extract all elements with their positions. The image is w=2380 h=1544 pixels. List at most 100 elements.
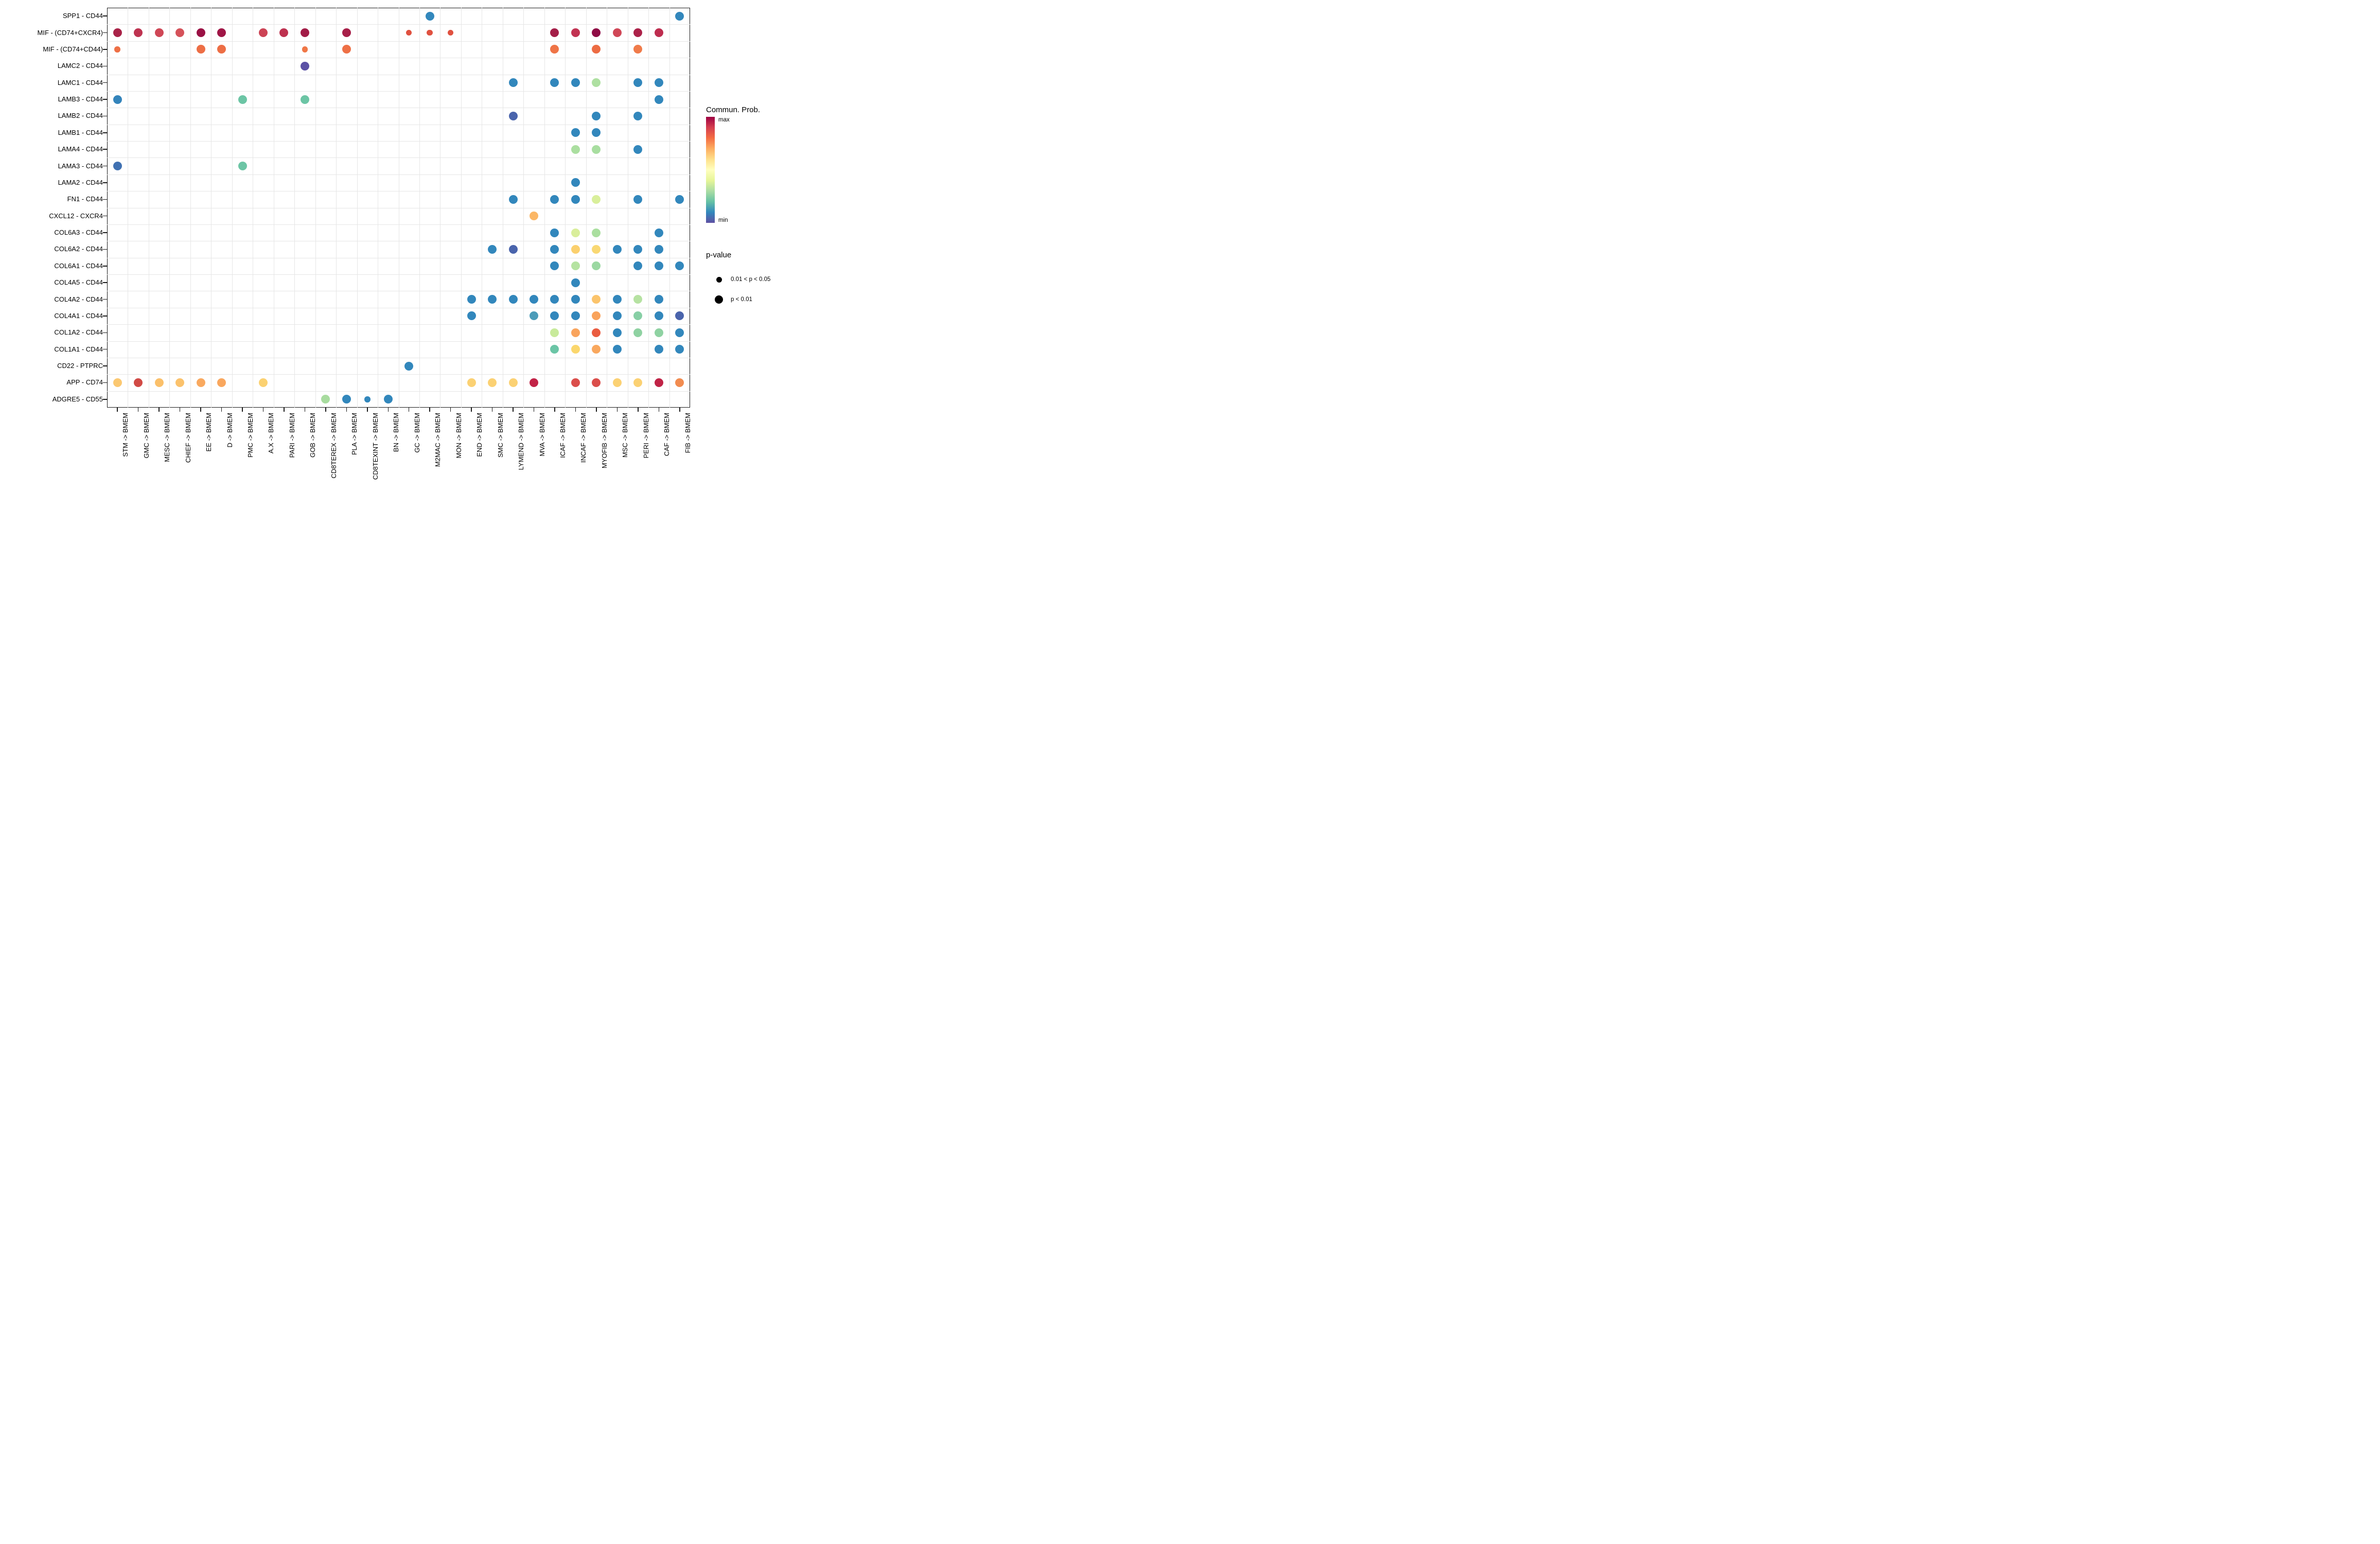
- data-dot: [571, 228, 580, 237]
- data-dot: [113, 95, 122, 104]
- y-axis-label: MIF - (CD74+CXCR4): [37, 28, 103, 37]
- data-dot: [675, 378, 684, 387]
- x-axis-label: PMC -> BMEM: [246, 413, 255, 458]
- y-axis-tick: [103, 332, 107, 334]
- data-dot: [654, 345, 663, 354]
- x-axis-label: END -> BMEM: [475, 413, 484, 457]
- data-dot: [550, 311, 559, 321]
- data-dot: [406, 29, 412, 36]
- x-axis-label: M2MAC -> BMEM: [434, 413, 442, 467]
- data-dot: [592, 111, 601, 120]
- x-axis-tick: [429, 408, 430, 412]
- data-dot: [550, 228, 559, 237]
- data-dot: [425, 11, 434, 21]
- data-dot: [612, 28, 622, 38]
- data-dot: [592, 228, 601, 237]
- y-axis-tick: [103, 132, 107, 133]
- data-dot: [404, 361, 414, 371]
- x-axis-tick: [658, 408, 660, 412]
- data-dot: [675, 311, 684, 321]
- data-dot: [633, 295, 643, 304]
- data-dot: [217, 45, 226, 54]
- data-dot: [612, 328, 622, 337]
- data-dot: [571, 278, 580, 287]
- y-axis-tick: [103, 348, 107, 350]
- x-axis-label: PERI -> BMEM: [642, 413, 650, 459]
- x-axis-tick: [554, 408, 555, 412]
- data-dot: [592, 244, 601, 254]
- x-axis-label: INCAF -> BMEM: [579, 413, 588, 463]
- x-axis-label: PARI -> BMEM: [288, 413, 296, 458]
- y-axis-label: COL6A1 - CD44: [54, 261, 103, 270]
- data-dot: [488, 244, 497, 254]
- pvalue-small-label: 0.01 < p < 0.05: [731, 276, 771, 283]
- y-axis-label: FN1 - CD44: [67, 195, 103, 203]
- data-dot: [654, 328, 663, 337]
- y-axis-tick: [103, 399, 107, 400]
- data-dot: [488, 295, 497, 304]
- x-axis-tick: [491, 408, 493, 412]
- data-dot: [488, 378, 497, 387]
- colorbar-gradient: [706, 117, 715, 223]
- pvalue-large-dot-icon: [715, 295, 723, 304]
- pvalue-small-dot-icon: [716, 277, 722, 283]
- y-axis-label: ADGRE5 - CD55: [52, 395, 103, 403]
- data-dot: [550, 28, 559, 38]
- x-axis-label: MON -> BMEM: [454, 413, 463, 459]
- data-dot: [383, 395, 393, 404]
- data-dot: [134, 378, 143, 387]
- x-axis-tick: [284, 408, 285, 412]
- horizontal-gridline: [107, 91, 690, 92]
- horizontal-gridline: [107, 324, 690, 325]
- y-axis-tick: [103, 165, 107, 167]
- x-axis-label: GMC -> BMEM: [142, 413, 150, 459]
- y-axis-tick: [103, 199, 107, 200]
- data-dot: [592, 78, 601, 87]
- data-dot: [113, 162, 122, 171]
- x-axis-tick: [471, 408, 472, 412]
- y-axis-tick: [103, 232, 107, 233]
- y-axis-tick: [103, 215, 107, 217]
- horizontal-gridline: [107, 174, 690, 175]
- data-dot: [592, 378, 601, 387]
- y-axis-tick: [103, 266, 107, 267]
- data-dot: [196, 378, 205, 387]
- data-dot: [675, 11, 684, 21]
- data-dot: [154, 378, 164, 387]
- x-axis-tick: [638, 408, 639, 412]
- data-dot: [196, 45, 205, 54]
- x-axis-label: GC -> BMEM: [413, 413, 421, 453]
- y-axis-tick: [103, 282, 107, 283]
- x-axis-label: MVA -> BMEM: [538, 413, 546, 457]
- data-dot: [571, 345, 580, 354]
- data-dot: [196, 28, 205, 38]
- data-dot: [571, 28, 580, 38]
- data-dot: [508, 78, 518, 87]
- y-axis-label: LAMC1 - CD44: [57, 78, 103, 86]
- data-dot: [113, 378, 122, 387]
- horizontal-gridline: [107, 141, 690, 142]
- x-axis-label: MESC -> BMEM: [163, 413, 171, 462]
- data-dot: [550, 328, 559, 337]
- horizontal-gridline: [107, 224, 690, 225]
- x-axis-label: CD8TEREX -> BMEM: [329, 413, 338, 479]
- y-axis-label: LAMB3 - CD44: [58, 95, 103, 103]
- data-dot: [633, 195, 643, 204]
- data-dot: [530, 212, 539, 221]
- data-dot: [675, 345, 684, 354]
- x-axis-label: MYOFIB -> BMEM: [600, 413, 608, 468]
- data-dot: [592, 345, 601, 354]
- y-axis-tick: [103, 299, 107, 300]
- x-axis-tick: [117, 408, 118, 412]
- data-dot: [571, 195, 580, 204]
- y-axis-label: LAMB2 - CD44: [58, 112, 103, 120]
- x-axis-label: GOB -> BMEM: [309, 413, 317, 458]
- y-axis-label: LAMC2 - CD44: [57, 62, 103, 70]
- data-dot: [508, 295, 518, 304]
- x-axis-tick: [304, 408, 306, 412]
- data-dot: [592, 311, 601, 321]
- y-axis-label: SPP1 - CD44: [62, 12, 103, 20]
- data-dot: [675, 328, 684, 337]
- y-axis-tick: [103, 149, 107, 150]
- horizontal-gridline: [107, 41, 690, 42]
